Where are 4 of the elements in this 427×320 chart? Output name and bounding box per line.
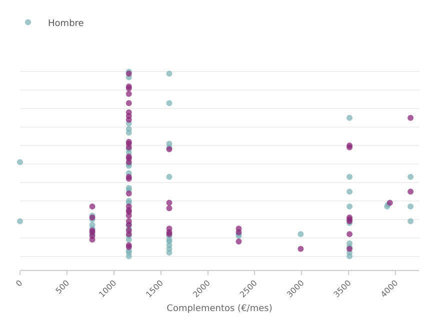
legend-label: Hombre	[48, 18, 84, 29]
x-axis-title: Complementos (€/mes)	[166, 304, 272, 314]
x-tick-label: 0	[14, 278, 24, 288]
x-tick-label: 500	[54, 278, 72, 296]
